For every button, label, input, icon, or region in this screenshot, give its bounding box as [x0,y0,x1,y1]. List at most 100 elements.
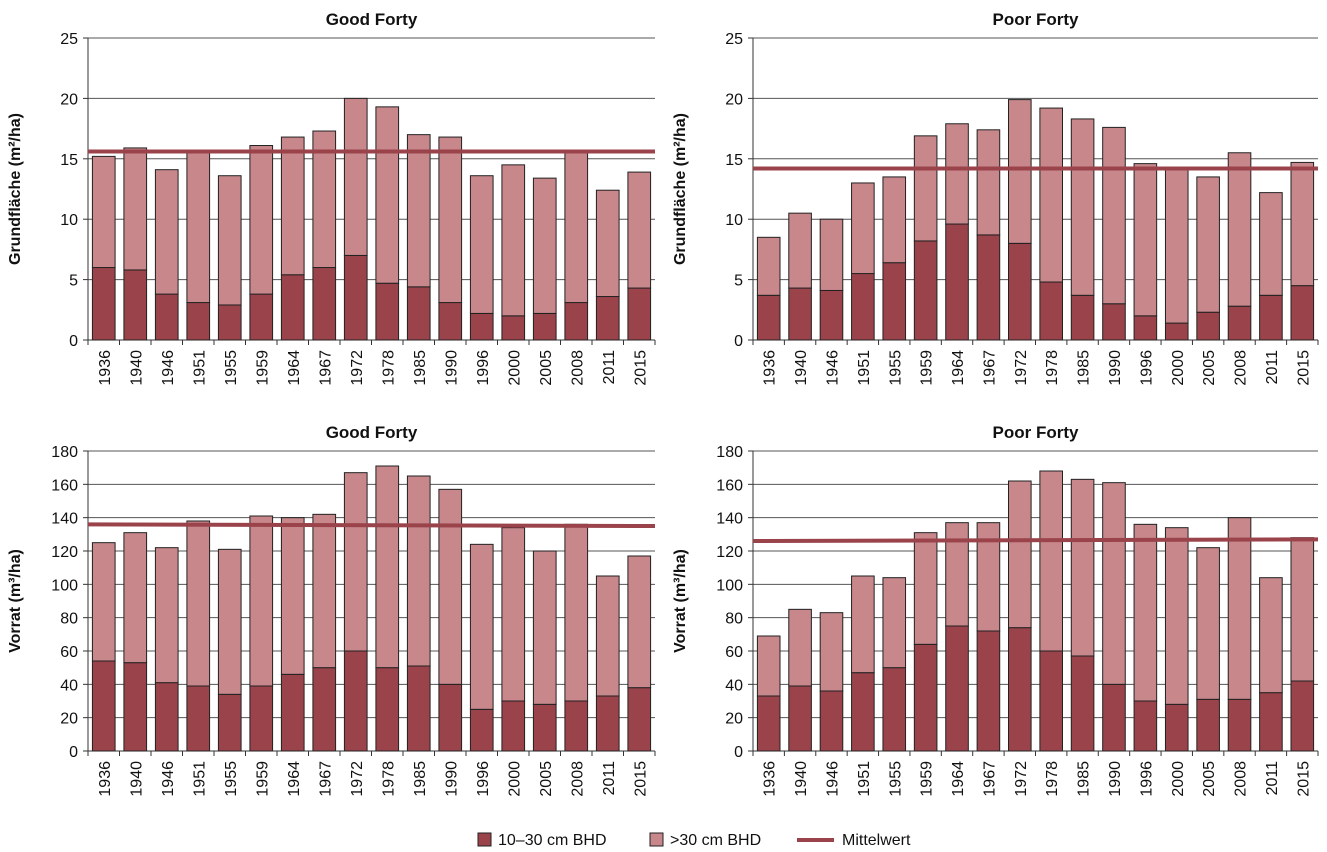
x-tick-label: 1967 [981,761,998,797]
bar-segment-small [1070,655,1095,752]
x-tick-label: 1936 [97,350,114,386]
bar-segment-large [627,555,652,689]
x-tick-label: 1967 [317,761,334,797]
bar-segment-small [1164,322,1189,341]
x-tick-label: 2008 [1233,350,1250,386]
y-tick-label: 180 [716,444,743,461]
x-tick-label: 1936 [97,761,114,797]
bar-segment-small [1039,281,1063,341]
bar-segment-large [91,155,116,269]
bar-segment-large [91,542,116,662]
x-tick-label: 1964 [286,350,303,386]
x-tick-label: 1959 [919,761,936,797]
x-tick-label: 1996 [475,761,492,797]
bar-segment-large [186,520,211,687]
x-tick-label: 1996 [475,350,492,386]
x-tick-label: 2005 [1201,350,1218,386]
bar-segment-small [627,687,652,752]
y-axis-label: Vorrat (m³/ha) [7,549,24,653]
bar-segment-large [595,575,620,697]
bar-segment-small [819,690,844,752]
bar-segment-small [438,683,463,752]
x-tick-label: 1985 [1076,350,1093,386]
chart-panel: 0 5 10 15 20 25 1936 1940 1946 1951 1955 1959 1964 19… [7,10,656,386]
bar-segment-small [1290,285,1315,341]
bar-segment-large [851,575,875,674]
bar-segment-small [312,267,337,341]
x-tick-label: 2015 [632,350,649,386]
bar-segment-large [375,106,400,284]
bar-segment-large [945,123,969,225]
x-tick-label: 1940 [793,350,810,386]
bar-segment-small [1196,698,1220,752]
y-tick-label: 140 [51,511,78,528]
x-tick-label: 1964 [950,350,967,386]
bar-segment-large [469,175,494,314]
x-tick-label: 1951 [856,761,873,797]
y-tick-label: 80 [60,611,78,628]
x-tick-label: 2005 [538,761,555,797]
x-tick-label: 1990 [443,350,460,386]
bar-segment-large [882,176,907,264]
x-tick-label: 1972 [349,761,366,797]
x-tick-label: 1940 [793,761,810,797]
x-tick-label: 2011 [601,761,618,796]
bar-segment-small [343,650,368,752]
bar-segment-small [406,665,431,752]
x-tick-label: 2008 [569,761,586,797]
bar-segment-small [913,643,938,752]
bar-segment-large [438,488,463,685]
x-tick-label: 1978 [1044,761,1061,797]
y-tick-label: 80 [725,611,743,628]
bar-segment-small [1133,700,1158,752]
bar-segment-small [249,293,274,341]
bar-segment-small [627,287,652,341]
y-axis-label: Grundfläche (m²/ha) [7,113,24,265]
y-tick-label: 100 [716,577,743,594]
y-tick-label: 40 [725,677,743,694]
x-tick-label: 2000 [1170,761,1187,797]
bar-segment-large [788,212,812,289]
legend-label-mean: Mittelwert [842,832,911,849]
legend-swatch-large [649,832,664,847]
x-tick-label: 1985 [1076,761,1093,797]
x-tick-label: 1978 [380,761,397,797]
bar-segment-small [501,700,526,752]
bar-segment-large [501,527,526,702]
y-tick-label: 120 [716,544,743,561]
bar-segment-large [501,164,526,317]
bar-segment-large [217,548,242,695]
bar-segment-large [343,472,368,652]
chart-title: Good Forty [326,423,418,442]
y-tick-label: 0 [734,333,743,350]
x-tick-label: 1967 [981,350,998,386]
bar-segment-large [123,147,148,271]
legend-label-large: >30 cm BHD [670,832,761,849]
bar-segment-large [312,130,337,269]
bar-segment-large [154,547,179,684]
x-tick-label: 1990 [443,761,460,797]
bar-segment-small [501,315,526,341]
bar-segment-large [154,169,179,295]
x-tick-label: 1972 [1013,350,1030,386]
bar-segment-large [1290,161,1315,287]
bar-segment-small [1259,692,1283,752]
bar-segment-small [406,286,431,341]
y-tick-label: 160 [716,477,743,494]
y-axis-label: Grundfläche (m²/ha) [672,113,689,265]
bar-segment-small [186,302,211,341]
x-tick-label: 1940 [128,761,145,797]
x-tick-label: 1996 [1138,761,1155,797]
y-tick-label: 25 [60,31,78,48]
y-tick-label: 15 [725,152,743,169]
bar-segment-small [595,296,620,341]
x-tick-label: 1946 [160,350,177,386]
bar-segment-small [186,685,211,752]
bar-segment-small [882,667,907,752]
x-tick-label: 1955 [223,350,240,386]
bar-segment-large [819,612,844,692]
bar-segment-large [1164,166,1189,324]
bar-segment-large [627,171,652,289]
x-tick-label: 1946 [824,761,841,797]
